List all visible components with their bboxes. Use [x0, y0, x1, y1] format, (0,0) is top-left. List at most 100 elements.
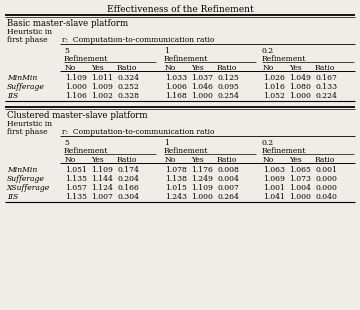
- Text: Basic master-slave platform: Basic master-slave platform: [7, 19, 128, 28]
- Text: Heuristic in: Heuristic in: [7, 120, 52, 128]
- Text: 1.011: 1.011: [91, 74, 113, 82]
- Text: 1.124: 1.124: [91, 184, 113, 192]
- Text: 0.000: 0.000: [315, 184, 337, 192]
- Text: 0.328: 0.328: [117, 92, 139, 100]
- Text: 0.304: 0.304: [117, 193, 139, 201]
- Text: 1.046: 1.046: [191, 83, 213, 91]
- Text: Refinement: Refinement: [164, 147, 208, 155]
- Text: 1.069: 1.069: [263, 175, 285, 183]
- Text: 1.138: 1.138: [165, 175, 187, 183]
- Text: 0.133: 0.133: [315, 83, 337, 91]
- Text: 0.324: 0.324: [117, 74, 139, 82]
- Text: Ratio: Ratio: [117, 64, 138, 72]
- Text: 1.109: 1.109: [91, 166, 113, 174]
- Text: 1.016: 1.016: [263, 83, 285, 91]
- Text: 0.2: 0.2: [262, 47, 274, 55]
- Text: Yes: Yes: [289, 156, 302, 164]
- Text: 1.001: 1.001: [263, 184, 285, 192]
- Text: 1.026: 1.026: [263, 74, 285, 82]
- Text: 1.243: 1.243: [165, 193, 187, 201]
- Text: 0.004: 0.004: [217, 175, 239, 183]
- Text: 0.095: 0.095: [217, 83, 239, 91]
- Text: 0.252: 0.252: [117, 83, 139, 91]
- Text: first phase: first phase: [7, 128, 48, 136]
- Text: 1.176: 1.176: [191, 166, 213, 174]
- Text: 1.080: 1.080: [289, 83, 311, 91]
- Text: Refinement: Refinement: [262, 147, 306, 155]
- Text: 1.000: 1.000: [191, 193, 213, 201]
- Text: IIS: IIS: [7, 92, 18, 100]
- Text: 1.007: 1.007: [91, 193, 113, 201]
- Text: 0.008: 0.008: [217, 166, 239, 174]
- Text: Yes: Yes: [191, 156, 204, 164]
- Text: Refinement: Refinement: [64, 147, 108, 155]
- Text: 1.135: 1.135: [65, 175, 87, 183]
- Text: Refinement: Refinement: [64, 55, 108, 63]
- Text: 1.078: 1.078: [165, 166, 187, 174]
- Text: 1.041: 1.041: [263, 193, 285, 201]
- Text: 1.015: 1.015: [165, 184, 187, 192]
- Text: 5: 5: [64, 47, 69, 55]
- Text: 1.049: 1.049: [289, 74, 311, 82]
- Text: 1: 1: [164, 139, 169, 147]
- Text: Ratio: Ratio: [315, 64, 336, 72]
- Text: 1: 1: [164, 47, 169, 55]
- Text: Sufferage: Sufferage: [7, 175, 45, 183]
- Text: No: No: [65, 156, 76, 164]
- Text: 0.254: 0.254: [217, 92, 239, 100]
- Text: 0.2: 0.2: [262, 139, 274, 147]
- Text: 0.224: 0.224: [315, 92, 337, 100]
- Text: 1.109: 1.109: [65, 74, 87, 82]
- Text: 1.009: 1.009: [91, 83, 113, 91]
- Text: 0.007: 0.007: [217, 184, 239, 192]
- Text: 1.037: 1.037: [191, 74, 213, 82]
- Text: r:  Computation-to-communication ratio: r: Computation-to-communication ratio: [62, 36, 215, 44]
- Text: 1.000: 1.000: [289, 193, 311, 201]
- Text: MinMin: MinMin: [7, 74, 37, 82]
- Text: 0.174: 0.174: [117, 166, 139, 174]
- Text: No: No: [263, 64, 274, 72]
- Text: 1.000: 1.000: [65, 83, 87, 91]
- Text: 1.063: 1.063: [263, 166, 285, 174]
- Text: Ratio: Ratio: [217, 156, 237, 164]
- Text: Sufferage: Sufferage: [7, 83, 45, 91]
- Text: 1.006: 1.006: [165, 83, 187, 91]
- Text: 1.109: 1.109: [191, 184, 213, 192]
- Text: No: No: [263, 156, 274, 164]
- Text: 1.135: 1.135: [65, 193, 87, 201]
- Text: 1.000: 1.000: [191, 92, 213, 100]
- Text: Clustered master-slave platform: Clustered master-slave platform: [7, 111, 148, 120]
- Text: 0.000: 0.000: [315, 175, 337, 183]
- Text: 1.144: 1.144: [91, 175, 113, 183]
- Text: 1.249: 1.249: [191, 175, 213, 183]
- Text: first phase: first phase: [7, 36, 48, 44]
- Text: 1.065: 1.065: [289, 166, 311, 174]
- Text: No: No: [65, 64, 76, 72]
- Text: Ratio: Ratio: [315, 156, 336, 164]
- Text: 0.040: 0.040: [315, 193, 337, 201]
- Text: 0.001: 0.001: [315, 166, 337, 174]
- Text: Refinement: Refinement: [164, 55, 208, 63]
- Text: 1.002: 1.002: [91, 92, 113, 100]
- Text: 1.052: 1.052: [263, 92, 285, 100]
- Text: 1.004: 1.004: [289, 184, 311, 192]
- Text: 1.168: 1.168: [165, 92, 187, 100]
- Text: Ratio: Ratio: [117, 156, 138, 164]
- Text: 0.264: 0.264: [217, 193, 239, 201]
- Text: 0.167: 0.167: [315, 74, 337, 82]
- Text: 1.057: 1.057: [65, 184, 87, 192]
- Text: XSufferage: XSufferage: [7, 184, 50, 192]
- Text: 0.204: 0.204: [117, 175, 139, 183]
- Text: No: No: [165, 64, 176, 72]
- Text: Ratio: Ratio: [217, 64, 237, 72]
- Text: 0.166: 0.166: [117, 184, 139, 192]
- Text: 1.033: 1.033: [165, 74, 187, 82]
- Text: 0.125: 0.125: [217, 74, 239, 82]
- Text: IIS: IIS: [7, 193, 18, 201]
- Text: 1.073: 1.073: [289, 175, 311, 183]
- Text: Yes: Yes: [191, 64, 204, 72]
- Text: 1.106: 1.106: [65, 92, 87, 100]
- Text: Heuristic in: Heuristic in: [7, 28, 52, 36]
- Text: MinMin: MinMin: [7, 166, 37, 174]
- Text: Yes: Yes: [91, 156, 104, 164]
